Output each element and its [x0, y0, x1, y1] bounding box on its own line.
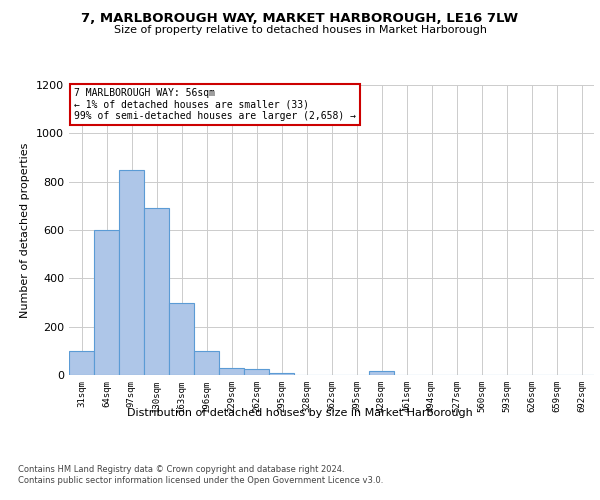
- Text: Contains HM Land Registry data © Crown copyright and database right 2024.: Contains HM Land Registry data © Crown c…: [18, 465, 344, 474]
- Bar: [69, 351, 94, 375]
- Text: Contains public sector information licensed under the Open Government Licence v3: Contains public sector information licen…: [18, 476, 383, 485]
- Text: Size of property relative to detached houses in Market Harborough: Size of property relative to detached ho…: [113, 25, 487, 35]
- Bar: [219, 368, 244, 375]
- Y-axis label: Number of detached properties: Number of detached properties: [20, 142, 31, 318]
- Text: 7 MARLBOROUGH WAY: 56sqm
← 1% of detached houses are smaller (33)
99% of semi-de: 7 MARLBOROUGH WAY: 56sqm ← 1% of detache…: [74, 88, 356, 121]
- Bar: [169, 302, 194, 375]
- Bar: [194, 351, 219, 375]
- Bar: [119, 170, 144, 375]
- Bar: [269, 372, 294, 375]
- Bar: [144, 208, 169, 375]
- Bar: [369, 372, 394, 375]
- Text: 7, MARLBOROUGH WAY, MARKET HARBOROUGH, LE16 7LW: 7, MARLBOROUGH WAY, MARKET HARBOROUGH, L…: [82, 12, 518, 26]
- Text: Distribution of detached houses by size in Market Harborough: Distribution of detached houses by size …: [127, 408, 473, 418]
- Bar: [94, 230, 119, 375]
- Bar: [244, 369, 269, 375]
